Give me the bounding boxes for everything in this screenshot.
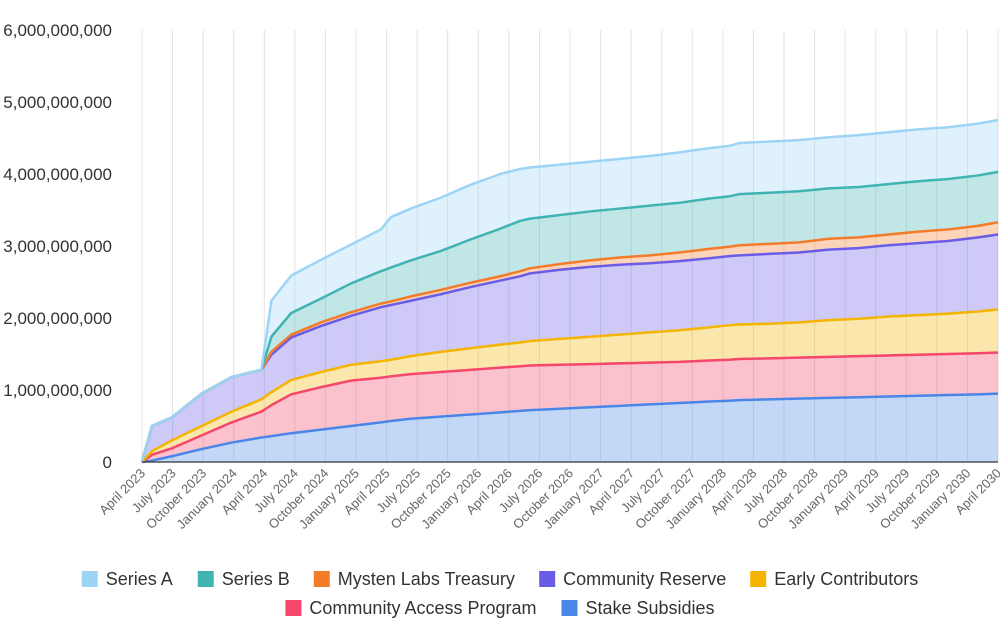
legend-swatch-community-access-program [285,600,302,616]
line-series-a [140,118,999,463]
legend-label-early-contributors: Early Contributors [774,569,918,589]
legend-swatch-community-reserve [539,571,556,587]
legend: Series A Series B Mysten Labs Treasury Comm… [81,569,918,618]
legend-label-community-access-program: Community Access Program [309,598,536,618]
legend-swatch-series-b [197,571,214,587]
y-tick-label: 6,000,000,000 [3,21,112,40]
legend-label-series-a: Series A [106,569,173,589]
legend-label-series-b: Series B [222,569,290,589]
y-tick-label: 1,000,000,000 [3,381,112,400]
line-series-b [140,170,999,463]
legend-label-stake-subsidies: Stake Subsidies [585,598,714,618]
legend-swatch-early-contributors [750,571,767,587]
y-tick-label: 2,000,000,000 [3,309,112,328]
area-early-contributors [142,309,998,462]
legend-swatch-stake-subsidies [561,600,578,616]
line-mysten-labs-treasury [140,221,999,463]
area-series-a [142,120,998,462]
line-community-access-program [141,351,999,464]
series-areas [142,120,998,462]
legend-swatch-series-a [81,571,98,587]
area-series-b [142,171,998,462]
legend-label-community-reserve: Community Reserve [563,569,726,589]
legend-label-mysten-labs-treasury: Mysten Labs Treasury [338,569,515,589]
y-tick-label: 0 [103,453,112,472]
line-stake-subsidies [141,392,999,464]
area-stake-subsidies [142,393,998,462]
line-early-contributors [141,308,999,463]
y-tick-label: 4,000,000,000 [3,165,112,184]
y-tick-label: 3,000,000,000 [3,237,112,256]
series-lines [140,118,999,464]
legend-swatch-mysten-labs-treasury [313,571,330,587]
area-community-reserve [142,234,998,462]
y-tick-label: 5,000,000,000 [3,93,112,112]
